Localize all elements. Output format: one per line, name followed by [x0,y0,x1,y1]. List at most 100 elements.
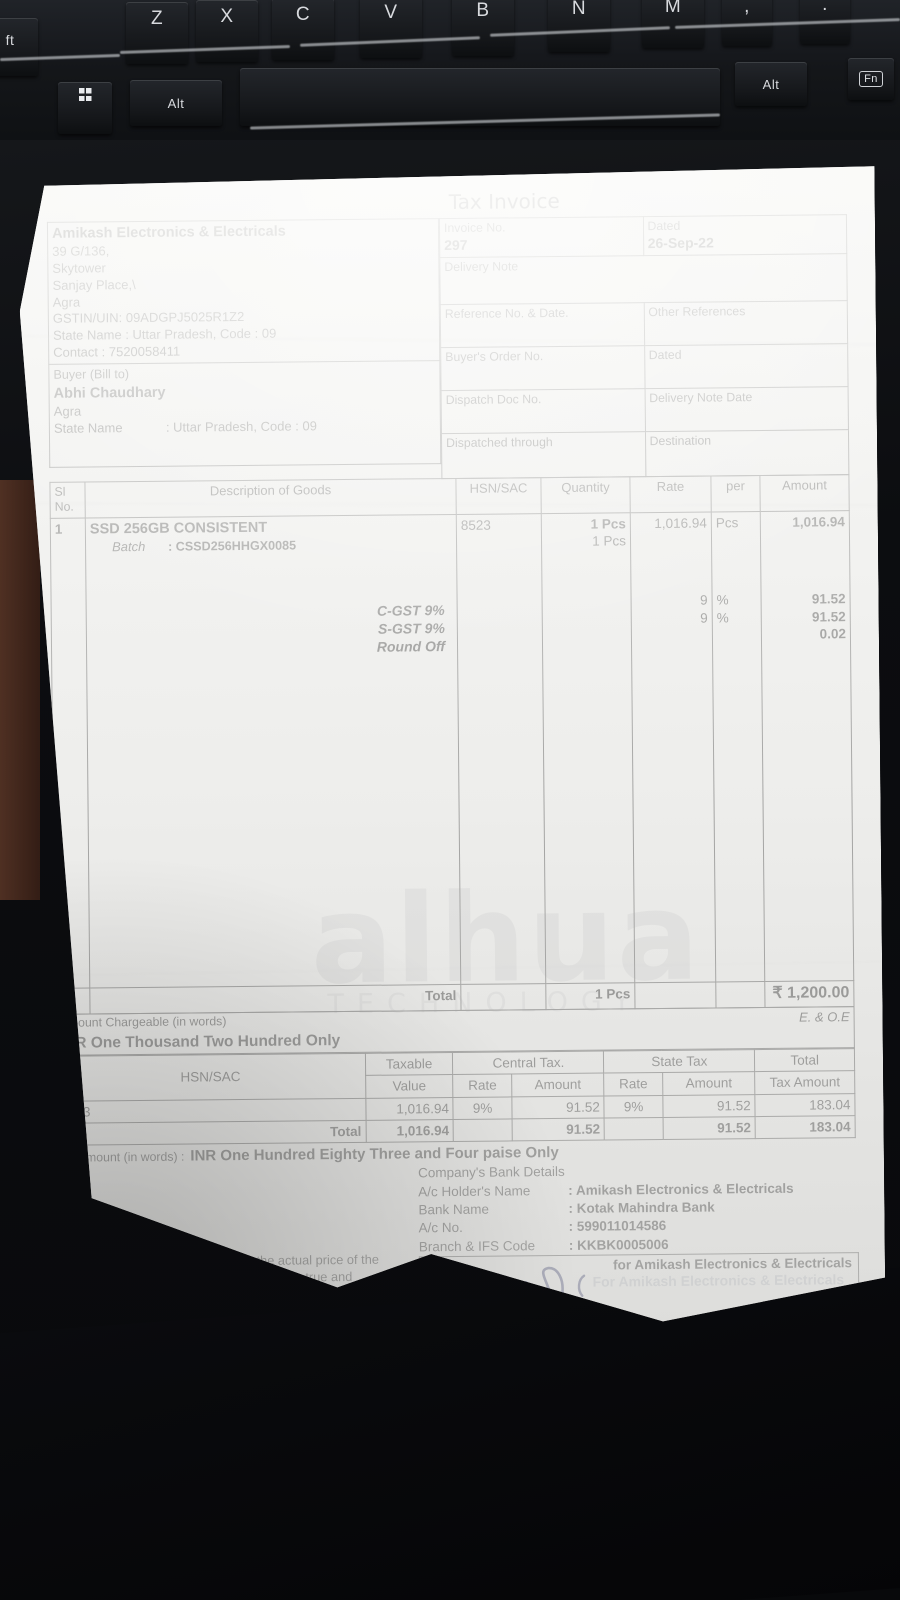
tax-total-state: 91.52 [663,1117,756,1140]
charge-per-0: % [716,592,729,608]
meta-delivery-note-date: Delivery Note Date [645,386,849,431]
item-quantity: 1 Pcs [590,516,626,532]
col-description: Description of Goods [85,478,456,518]
bank-name-value: : Kotak Mahindra Bank [568,1199,715,1216]
item-quantity-2: 1 Pcs [592,533,627,550]
meta-dated: Dated 26-Sep-22 [643,215,847,256]
tax-row-total: 183.04 [755,1093,855,1116]
col-sl: Sl No. [50,482,85,519]
tax-col-total: Total [755,1049,855,1072]
key-n[interactable]: N [548,0,610,52]
item-rate: 1,016.94 [654,515,707,532]
windows-logo-icon [78,88,92,101]
reference-label: Reference No. & Date. [444,305,569,321]
tax-row-state-amount: 91.52 [663,1094,756,1117]
delivery-note-label: Delivery Note [444,258,519,274]
tax-col-taxable: Taxable [365,1053,453,1076]
tax-total-central: 91.52 [512,1118,605,1141]
seller-block: Amikash Electronics & Electricals 39 G/1… [47,219,439,365]
header-table: Amikash Electronics & Electricals 39 G/1… [47,214,849,482]
key-b[interactable]: B [452,0,514,56]
tax-row-central-amount: 91.52 [512,1096,605,1119]
item-description-cell: SSD 256GB CONSISTENT Batch : CSSD256HHGX… [85,515,460,989]
tax-row-taxable: 1,016.94 [366,1097,454,1120]
order-dated-label: Dated [648,347,682,362]
charge-amount-1: 91.52 [811,608,846,625]
bank-holder-label: A/c Holder's Name [418,1182,531,1199]
charge-amount-2: 0.02 [819,626,846,642]
meta-invoice-no: Invoice No. 297 [439,217,643,258]
meta-dispatch-doc: Dispatch Doc No. [441,388,645,433]
invoice-no-label: Invoice No. [443,220,506,236]
item-quantity-cell: 1 Pcs 1 Pcs [541,513,635,984]
dated-label: Dated [647,218,681,234]
key-shift[interactable]: ft [0,18,38,76]
meta-other-references: Other References [644,300,848,345]
desk-edge [0,480,40,900]
col-sl-line1: Sl [54,484,66,499]
item-per-cell: Pcs % % [711,512,765,982]
tax-col-state-amount: Amount [662,1072,755,1095]
bank-ifsc-label: Branch & IFS Code [418,1237,536,1254]
key-x[interactable]: X [196,0,258,62]
key-fn[interactable]: Fn [848,58,894,100]
invoice-meta-table: Invoice No. 297 Dated 26-Sep-22 [439,214,849,479]
item-amount-cell: 1,016.94 91.52 91.52 0.02 [760,511,854,982]
tax-col-taxable-2: Value [365,1075,453,1098]
seller-contact: Contact : 7520058411 [53,343,181,360]
meta-delivery-note: Delivery Note [440,253,847,304]
buyer-label: Buyer (Bill to) [53,367,130,382]
bank-ifsc-value: : KKBK0005006 [568,1236,669,1253]
key-c[interactable]: C [272,0,334,60]
tax-total-taxable: 1,016.94 [366,1119,454,1142]
delivery-note-date-label: Delivery Note Date [649,389,753,405]
buyers-order-label: Buyer's Order No. [445,348,544,364]
key-alt-left[interactable]: Alt [130,80,222,126]
key-v[interactable]: V [360,0,422,58]
tax-col-hsn: HSN/SAC [55,1053,365,1101]
items-body-row: 1 SSD 256GB CONSISTENT Batch : CSSD256HH… [50,511,853,989]
dispatched-through-label: Dispatched through [446,434,553,450]
item-batch-label: Batch [111,538,146,554]
tax-col-central-amount: Amount [512,1073,605,1096]
invoice-paper: alhua TECHNOLOGY Tax Invoice Amikash Ele… [18,164,885,1332]
tax-total-label: Total [56,1120,366,1145]
invoice-body: Tax Invoice Amikash Electronics & Electr… [47,186,858,1332]
tax-col-state: State Tax [604,1050,755,1074]
bank-acno-label: A/c No. [418,1220,463,1236]
other-references-label: Other References [648,303,746,319]
bank-holder-value: : Amikash Electronics & Electricals [568,1180,794,1198]
key-alt-right[interactable]: Alt [735,62,807,106]
party-table: Amikash Electronics & Electricals 39 G/1… [47,218,441,468]
item-hsn: 8523 [456,514,546,985]
destination-label: Destination [649,433,712,448]
item-batch: Batch : CSSD256HHGX0085 [112,536,452,556]
invoice-no-value: 297 [444,236,468,253]
bank-acno-value: : 599011014586 [568,1218,667,1235]
tax-col-central: Central Tax. [453,1051,604,1075]
key-m[interactable]: M [642,0,704,48]
charge-per-1: % [716,609,729,626]
tax-col-state-rate: Rate [604,1073,663,1096]
tax-total-tax: 183.04 [755,1116,855,1139]
item-per: Pcs [715,515,739,531]
bank-details: Company's Bank Details A/c Holder's Name… [418,1161,794,1256]
charge-amount-0: 91.52 [811,591,846,607]
key-z[interactable]: Z [126,2,188,64]
item-rate-cell: 1,016.94 9 9 [630,512,716,983]
tax-row-central-rate: 9% [453,1097,512,1120]
laptop-keyboard: ft Z X C V B N M , . Alt Alt Fn [0,0,900,150]
key-windows[interactable] [58,82,112,134]
meta-dispatched-through: Dispatched through [441,431,645,478]
meta-order-dated: Dated [644,343,848,388]
tax-row-state-rate: 9% [604,1095,663,1118]
charge-label-2: Round Off [376,638,446,655]
dispatch-doc-label: Dispatch Doc No. [445,391,542,407]
tax-col-total-2: Tax Amount [755,1071,855,1094]
dated-value: 26-Sep-22 [647,234,714,251]
tax-col-central-rate: Rate [453,1074,512,1097]
charge-rate-1: 9 [700,610,708,626]
tax-row-hsn: 8523 [56,1098,366,1123]
charge-rate-0: 9 [700,592,708,608]
col-rate: Rate [630,476,711,513]
